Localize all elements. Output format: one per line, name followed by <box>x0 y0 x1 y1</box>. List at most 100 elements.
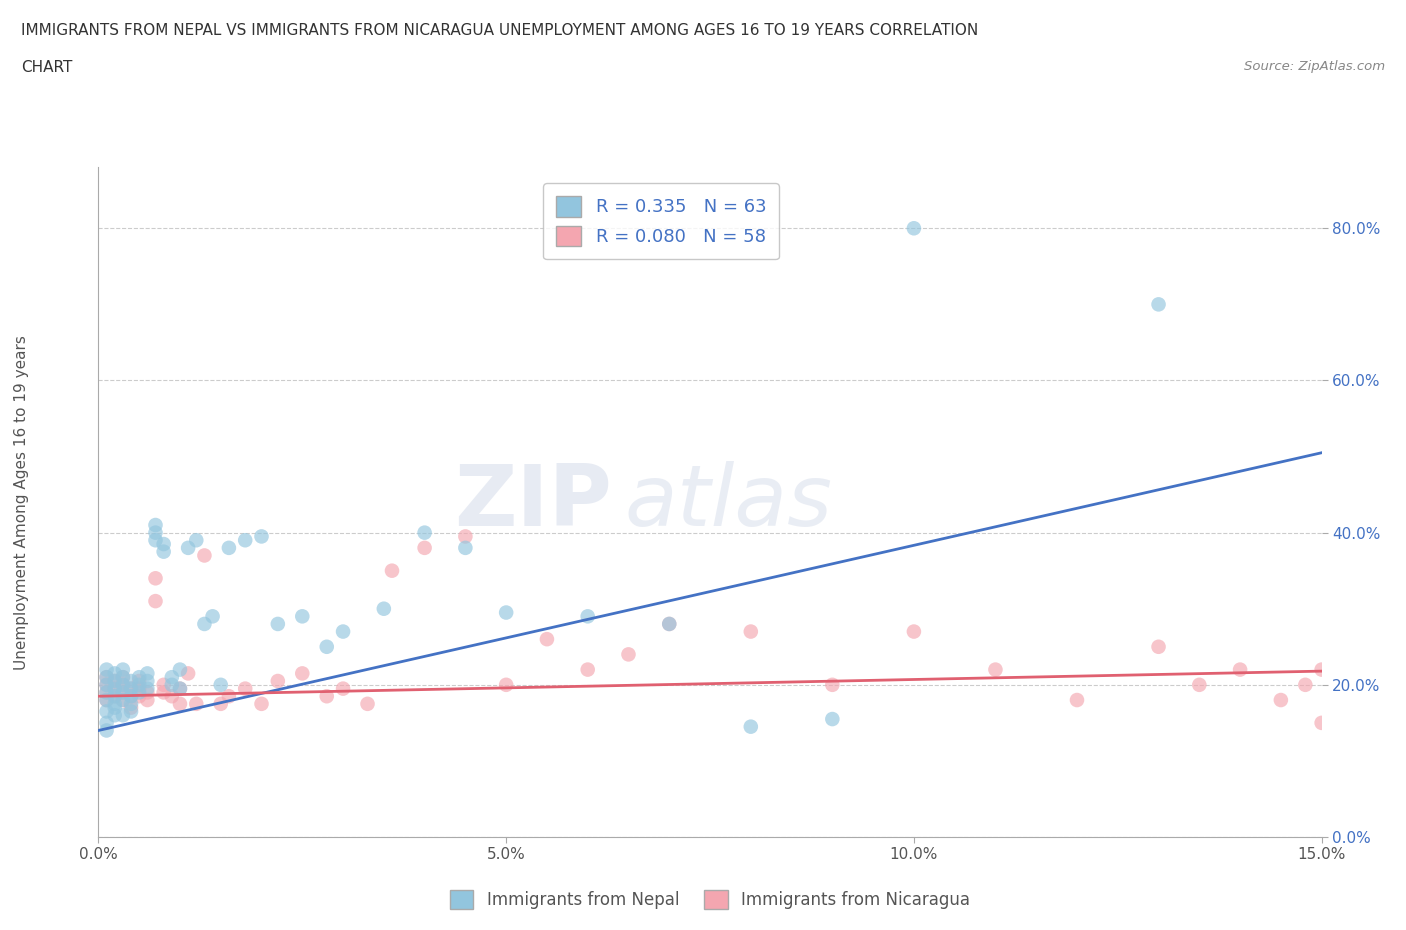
Point <box>145 533 167 548</box>
Point <box>120 697 142 711</box>
Point <box>96 677 118 692</box>
Point <box>104 673 127 688</box>
Point <box>120 681 142 696</box>
Point <box>218 540 240 555</box>
Point <box>495 605 517 620</box>
Point <box>152 685 174 700</box>
Point <box>111 685 134 700</box>
Point <box>136 681 159 696</box>
Legend: Immigrants from Nepal, Immigrants from Nicaragua: Immigrants from Nepal, Immigrants from N… <box>443 884 977 916</box>
Point <box>136 685 159 700</box>
Point <box>96 662 118 677</box>
Point <box>495 677 517 692</box>
Point <box>250 529 273 544</box>
Point <box>111 670 134 684</box>
Point <box>267 617 290 631</box>
Point <box>233 533 256 548</box>
Point <box>291 666 314 681</box>
Point <box>1147 639 1170 654</box>
Point <box>96 670 118 684</box>
Point <box>169 681 191 696</box>
Y-axis label: Unemployment Among Ages 16 to 19 years: Unemployment Among Ages 16 to 19 years <box>14 335 30 670</box>
Point <box>576 609 599 624</box>
Point <box>111 670 134 684</box>
Point <box>136 673 159 688</box>
Point <box>454 540 477 555</box>
Point <box>96 704 118 719</box>
Point <box>145 593 167 608</box>
Point <box>373 602 395 617</box>
Point <box>186 697 208 711</box>
Point <box>454 529 477 544</box>
Point <box>136 666 159 681</box>
Point <box>96 677 118 692</box>
Point <box>152 677 174 692</box>
Point <box>201 609 224 624</box>
Point <box>145 518 167 533</box>
Point <box>233 681 256 696</box>
Point <box>104 689 127 704</box>
Point <box>96 670 118 684</box>
Point <box>740 624 762 639</box>
Point <box>145 525 167 540</box>
Point <box>903 624 925 639</box>
Point <box>315 689 337 704</box>
Point <box>96 723 118 737</box>
Point <box>1147 297 1170 312</box>
Point <box>658 617 681 631</box>
Point <box>1294 677 1316 692</box>
Point <box>160 677 183 692</box>
Point <box>120 689 142 704</box>
Point <box>96 715 118 730</box>
Point <box>152 537 174 551</box>
Point <box>104 681 127 696</box>
Point <box>291 609 314 624</box>
Point <box>984 662 1007 677</box>
Point <box>104 673 127 688</box>
Point <box>120 673 142 688</box>
Point <box>315 639 337 654</box>
Point <box>111 677 134 692</box>
Point <box>104 708 127 723</box>
Text: CHART: CHART <box>21 60 73 75</box>
Point <box>128 677 150 692</box>
Point <box>160 670 183 684</box>
Point <box>193 548 215 563</box>
Point <box>96 693 118 708</box>
Point <box>169 662 191 677</box>
Point <box>903 220 925 235</box>
Point <box>536 631 558 646</box>
Point <box>120 700 142 715</box>
Point <box>1310 662 1333 677</box>
Point <box>267 673 290 688</box>
Point <box>218 689 240 704</box>
Point <box>111 662 134 677</box>
Point <box>128 689 150 704</box>
Point <box>111 677 134 692</box>
Point <box>169 697 191 711</box>
Text: IMMIGRANTS FROM NEPAL VS IMMIGRANTS FROM NICARAGUA UNEMPLOYMENT AMONG AGES 16 TO: IMMIGRANTS FROM NEPAL VS IMMIGRANTS FROM… <box>21 23 979 38</box>
Point <box>186 533 208 548</box>
Point <box>128 673 150 688</box>
Point <box>576 662 599 677</box>
Text: atlas: atlas <box>624 460 832 544</box>
Point <box>104 681 127 696</box>
Point <box>104 689 127 704</box>
Point <box>96 685 118 700</box>
Point <box>617 647 640 662</box>
Point <box>381 564 404 578</box>
Point <box>821 677 844 692</box>
Point <box>332 681 354 696</box>
Text: ZIP: ZIP <box>454 460 612 544</box>
Point <box>740 719 762 734</box>
Point <box>111 693 134 708</box>
Text: Source: ZipAtlas.com: Source: ZipAtlas.com <box>1244 60 1385 73</box>
Point <box>136 693 159 708</box>
Point <box>177 666 200 681</box>
Point <box>111 693 134 708</box>
Point <box>209 697 232 711</box>
Point <box>209 677 232 692</box>
Point <box>1310 715 1333 730</box>
Point <box>821 711 844 726</box>
Point <box>120 689 142 704</box>
